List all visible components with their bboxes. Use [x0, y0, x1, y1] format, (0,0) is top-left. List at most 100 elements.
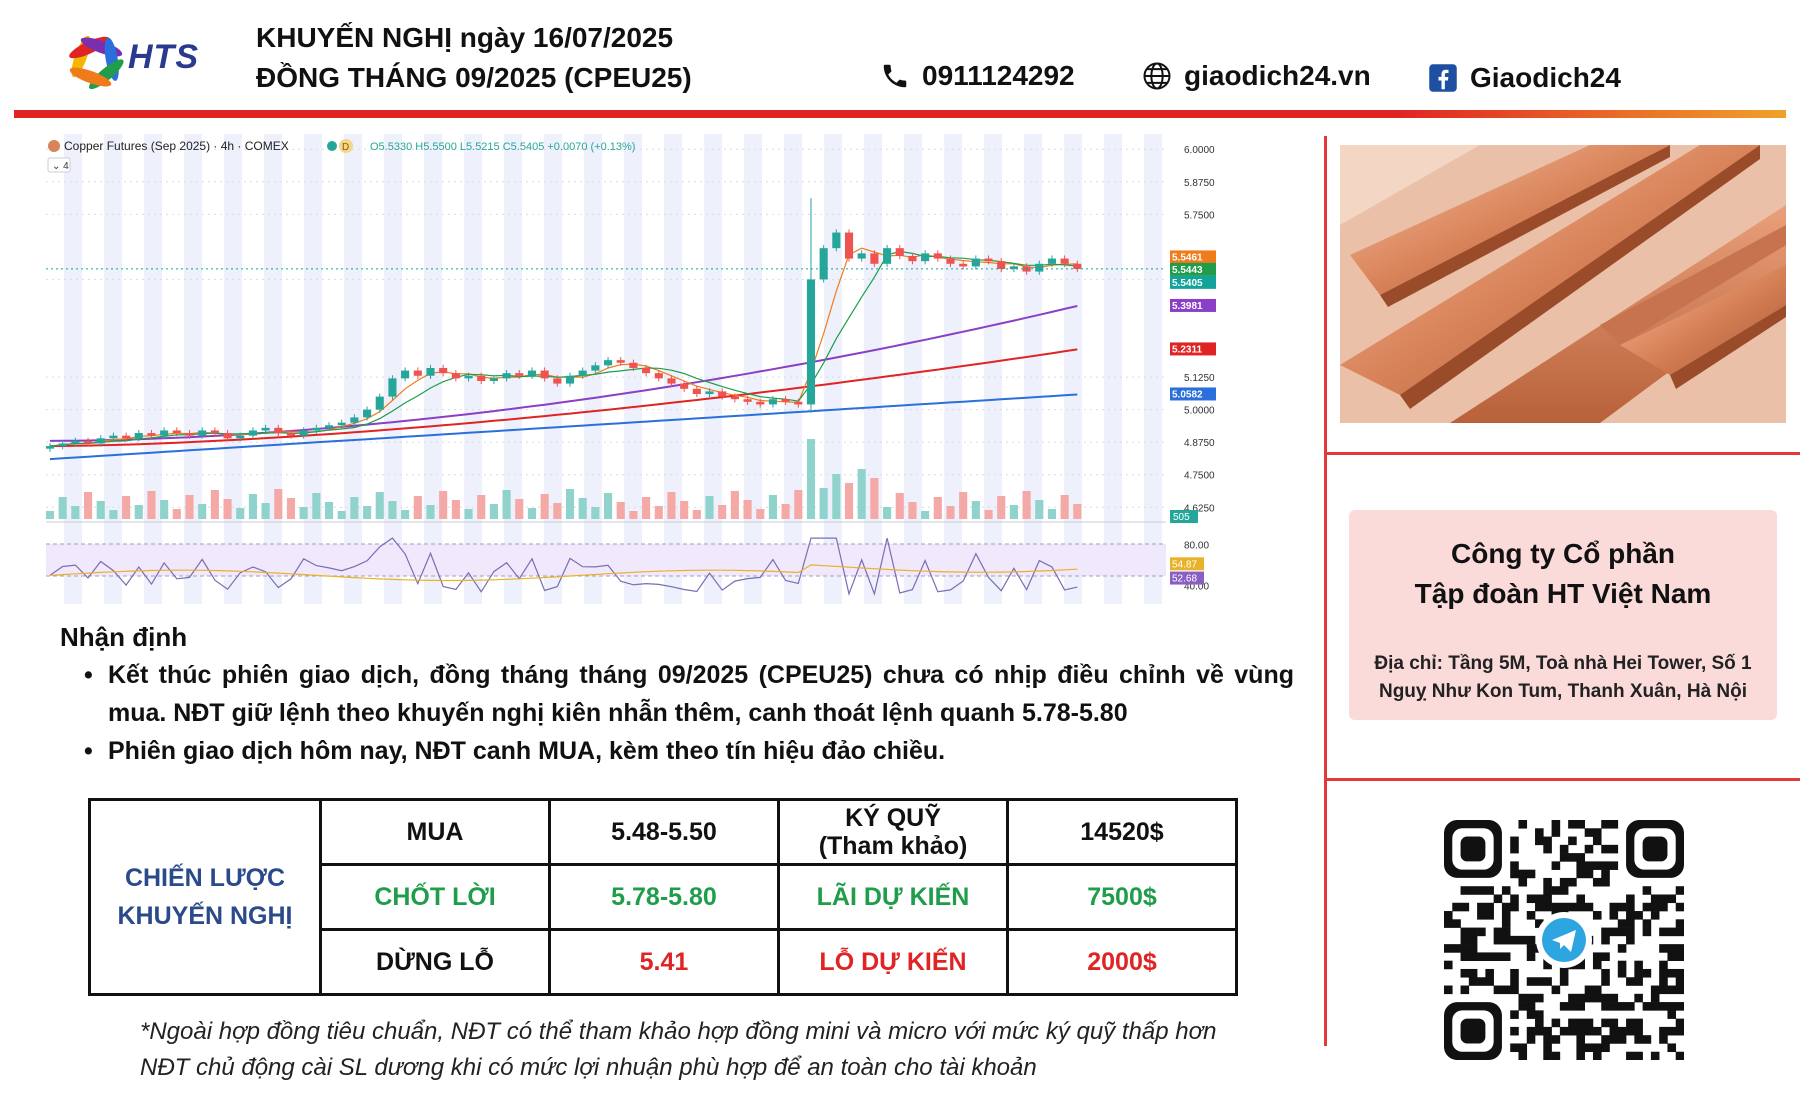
session-band	[704, 134, 722, 604]
candle-body	[350, 417, 359, 423]
qr-module	[1485, 911, 1494, 920]
volume-bar	[730, 491, 739, 519]
qr-module	[1444, 944, 1453, 953]
strategy-label: CHIẾN LƯỢC KHUYẾN NGHỊ	[88, 798, 322, 996]
qr-module	[1675, 1018, 1684, 1028]
report-subtitle: ĐỒNG THÁNG 09/2025 (CPEU25)	[256, 62, 692, 93]
volume-bar	[413, 496, 422, 519]
globe-icon	[1143, 62, 1171, 90]
qr-module	[1568, 877, 1577, 887]
qr-module	[1675, 1051, 1684, 1060]
qr-module	[1501, 911, 1511, 920]
qr-module	[1675, 977, 1684, 986]
qr-module	[1601, 869, 1610, 879]
rsi-label: 54.87	[1172, 559, 1197, 570]
qr-module	[1576, 1002, 1585, 1011]
qr-module	[1452, 919, 1461, 928]
qr-module	[1485, 902, 1494, 912]
qr-module	[1460, 985, 1470, 995]
contact-website[interactable]: giaodich24.vn	[1142, 60, 1371, 92]
qr-module	[1642, 902, 1652, 912]
qr-module	[1617, 919, 1627, 928]
candle-body	[819, 248, 828, 280]
qr-module	[1493, 894, 1503, 904]
qr-module	[1501, 927, 1511, 937]
qr-module	[1675, 919, 1684, 928]
qr-module	[1551, 886, 1561, 895]
qr-module	[1477, 977, 1486, 986]
qr-module	[1485, 977, 1494, 986]
session-band	[464, 134, 482, 604]
session-band	[104, 134, 122, 604]
qr-module	[1667, 985, 1677, 995]
footnote: *Ngoài hợp đồng tiêu chuẩn, NĐT có thể t…	[140, 1014, 1216, 1086]
candle-body	[58, 443, 67, 447]
qr-module	[1526, 1026, 1536, 1036]
qr-finder-core	[1642, 836, 1668, 862]
candle-body	[122, 435, 131, 439]
qr-module	[1592, 985, 1602, 995]
qr-module	[1609, 927, 1619, 937]
session-band	[544, 134, 562, 604]
qr-module	[1551, 820, 1561, 829]
qr-module	[1609, 911, 1619, 920]
qr-module	[1675, 985, 1684, 995]
session-band	[784, 134, 802, 604]
candle-body	[540, 370, 549, 379]
session-band	[144, 134, 162, 604]
session-band	[224, 134, 242, 604]
take-profit-value: 5.78-5.80	[548, 863, 780, 931]
telegram-plane-icon	[1552, 930, 1576, 952]
volume-bar	[274, 489, 283, 519]
qr-code-icon[interactable]	[1444, 820, 1684, 1060]
margin-label-line2: (Tham khảo)	[818, 832, 968, 860]
price-label: 5.5461	[1172, 252, 1203, 263]
volume-bar	[363, 506, 372, 519]
qr-module	[1526, 1035, 1536, 1044]
candle-body	[629, 362, 638, 368]
qr-module	[1642, 927, 1652, 937]
qr-module	[1626, 1026, 1635, 1036]
volume-bar	[401, 510, 410, 519]
qr-module	[1568, 1002, 1577, 1011]
candle-body	[477, 375, 486, 381]
volume-bar	[946, 506, 955, 519]
status-dot-icon	[327, 141, 337, 151]
qr-module	[1592, 993, 1602, 1003]
qr-module	[1626, 894, 1635, 904]
y-tick-label: 6.0000	[1184, 145, 1215, 156]
volume-bar	[477, 495, 486, 519]
session-band	[664, 134, 682, 604]
qr-module	[1667, 894, 1677, 904]
qr-module	[1460, 927, 1470, 937]
analysis-list: Kết thúc phiên giao dịch, đồng tháng thá…	[84, 656, 1294, 770]
buy-value: 5.48-5.50	[548, 798, 780, 866]
session-band	[1064, 134, 1082, 604]
volume-bar	[337, 511, 346, 519]
candle-body	[603, 360, 613, 366]
qr-module	[1601, 968, 1610, 978]
qr-module	[1510, 836, 1519, 846]
qr-module	[1584, 1043, 1594, 1053]
candle-body	[439, 367, 448, 374]
candle-body	[768, 399, 777, 405]
qr-module	[1667, 944, 1677, 953]
qr-module	[1609, 1035, 1619, 1044]
qr-module	[1543, 977, 1552, 986]
price-label-box	[1170, 250, 1216, 264]
volume-bar	[515, 499, 524, 519]
qr-module	[1510, 1026, 1519, 1036]
contact-facebook[interactable]: Giaodich24	[1428, 62, 1621, 94]
qr-module	[1650, 1002, 1660, 1011]
candle-body	[616, 360, 625, 363]
qr-module	[1650, 902, 1660, 912]
volume-bar	[997, 496, 1006, 519]
qr-module	[1493, 935, 1503, 945]
volume-bar	[312, 493, 321, 519]
contact-phone[interactable]: 0911124292	[880, 60, 1075, 92]
column-divider	[1324, 136, 1327, 1046]
volume-bar	[96, 501, 105, 519]
qr-module	[1551, 1018, 1561, 1028]
qr-module	[1617, 968, 1627, 978]
qr-module	[1526, 993, 1536, 1003]
